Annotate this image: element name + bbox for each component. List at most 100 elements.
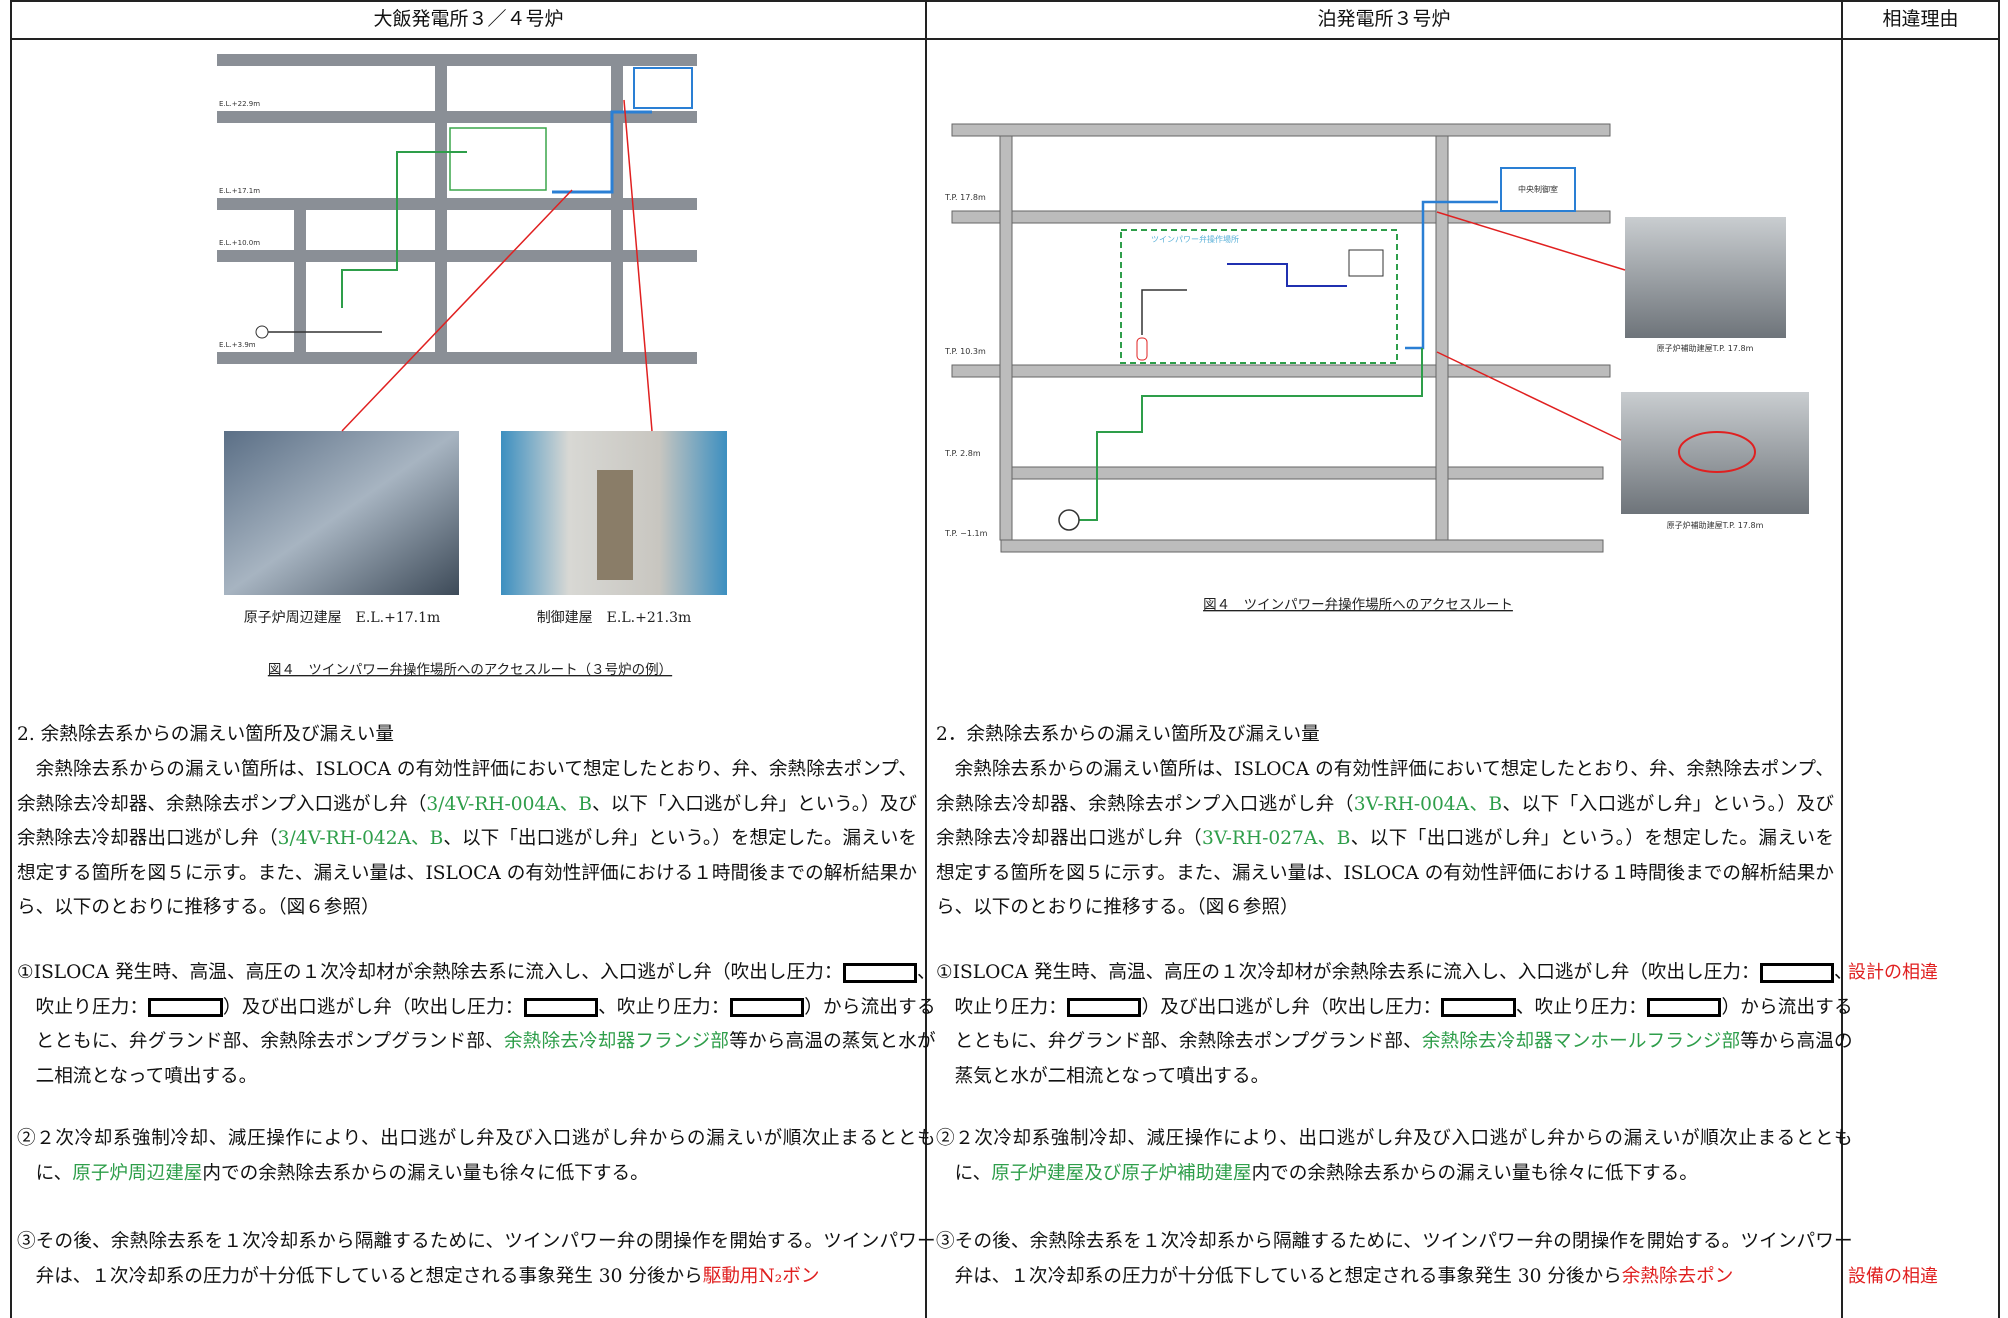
text-run: 、以下「出口逃がし弁」という。）を想定した。漏えいを想定する箇所を図５に示す。ま…	[17, 828, 917, 919]
elevation-label: E.L.+22.9m	[219, 100, 260, 108]
table-border	[10, 0, 2000, 2]
figure: T.P. 17.8m T.P. 10.3m T.P. 2.8m T.P. −1.…	[944, 123, 1809, 613]
text-run: 、吹止り圧力：	[597, 996, 730, 1018]
column-header: 相違理由	[1882, 8, 1959, 30]
pipe	[1141, 289, 1187, 335]
cylinder	[1136, 337, 1148, 361]
operation-area	[449, 127, 547, 191]
text-run: 、吹止り圧力：	[954, 962, 1853, 1018]
paragraph: ③その後、余熱除去系を１次冷却系から隔離するために、ツインパワー弁の閉操作を開始…	[936, 1225, 1853, 1294]
difference-reason: 設備の相違	[1848, 1266, 1938, 1287]
text-run: 余熱除去ポン	[1621, 1265, 1734, 1287]
redaction	[842, 963, 917, 983]
text-run: 余熱除去冷却器フランジ部	[503, 1031, 730, 1053]
control-room	[633, 67, 693, 109]
redaction	[1647, 997, 1722, 1018]
text-run: ①ISLOCA 発生時、高温、高圧の１次冷却材が余熱除去系に流入し、入口逃がし弁…	[17, 962, 843, 983]
text-run: ）及び出口逃がし弁（吹出し圧力：	[1141, 996, 1442, 1018]
table-border	[10, 0, 12, 1318]
elevation-label: T.P. 10.3m	[944, 347, 986, 356]
redaction	[1067, 997, 1142, 1018]
arrow	[1436, 351, 1622, 441]
area-label: ツインパワー弁操作場所	[1151, 234, 1239, 244]
paragraph: ②２次冷却系強制冷却、減圧操作により、出口逃がし弁及び入口逃がし弁からの漏えいが…	[936, 1122, 1853, 1191]
text-run: ）から流出するとともに、弁グランド部、余熱除去ポンプグランド部、	[954, 996, 1853, 1053]
text-run: ）及び出口逃がし弁（吹出し圧力：	[222, 996, 524, 1018]
access-route	[552, 110, 652, 194]
paragraph: 余熱除去系からの漏えい箇所は、ISLOCA の有効性評価において想定したとおり、…	[936, 753, 1834, 926]
figure-caption: 図４ ツインパワー弁操作場所へのアクセスルート（３号炉の例）	[268, 662, 672, 678]
paragraph: ③その後、余熱除去系を１次冷却系から隔離するために、ツインパワー弁の閉操作を開始…	[17, 1225, 936, 1294]
photo	[1621, 392, 1809, 514]
text-run: 、以下「入口逃がし弁」という。）及び余熱除去冷却器出口逃がし弁（	[17, 793, 917, 850]
pipe	[341, 151, 467, 308]
photo-caption: 制御建屋 E.L.+21.3m	[537, 610, 692, 626]
elevation-label: T.P. −1.1m	[944, 529, 988, 538]
highlight	[1678, 431, 1756, 473]
section-heading: 2. 余熱除去系からの漏えい箇所及び漏えい量	[17, 724, 394, 745]
redaction	[1441, 997, 1516, 1018]
photo-caption: 原子炉補助建屋T.P. 17.8m	[1657, 343, 1754, 353]
text-run: 内での余熱除去系からの漏えい量も徐々に低下する。	[202, 1162, 649, 1184]
redaction	[729, 997, 805, 1018]
text-run: 、以下「出口逃がし弁」という。）を想定した。漏えいを想定する箇所を図５に示す。ま…	[936, 828, 1834, 919]
operation-area	[1120, 229, 1398, 364]
text-run: 、吹止り圧力：	[35, 962, 936, 1018]
pump	[1058, 509, 1080, 531]
figure: E.L.+22.9m E.L.+17.1m E.L.+10.0m E.L.+3.…	[217, 54, 727, 678]
text-run: 等から高温の蒸気と水が二相流となって噴出する。	[35, 1031, 936, 1087]
table-border	[1841, 0, 1843, 1318]
control-room	[1500, 167, 1576, 212]
text-run: ③その後、余熱除去系を１次冷却系から隔離するために、ツインパワー弁の閉操作を開始…	[17, 1231, 936, 1287]
redaction	[1759, 963, 1834, 983]
text-run: 3V-RH-027A、B	[1202, 828, 1351, 850]
table-border	[10, 38, 2000, 40]
photo-caption: 原子炉周辺建屋 E.L.+17.1m	[244, 610, 441, 626]
text-run: 原子炉周辺建屋	[72, 1162, 203, 1184]
text-run: 3/4V-RH-042A、B	[277, 828, 444, 850]
text-run: 、以下「入口逃がし弁」という。）及び余熱除去冷却器出口逃がし弁（	[936, 793, 1834, 850]
text-run: ②２次冷却系強制冷却、減圧操作により、出口逃がし弁及び入口逃がし弁からの漏えいが…	[936, 1128, 1853, 1184]
arrow	[1436, 211, 1626, 271]
table-border	[925, 0, 927, 1318]
redaction	[523, 997, 598, 1018]
text-run: ③その後、余熱除去系を１次冷却系から隔離するために、ツインパワー弁の閉操作を開始…	[936, 1231, 1853, 1287]
photo-caption: 原子炉補助建屋T.P. 17.8m	[1667, 520, 1764, 530]
elevation-label: E.L.+3.9m	[219, 341, 256, 349]
text-run: 余熱除去系からの漏えい箇所は、ISLOCA の有効性評価において想定したとおり、…	[936, 759, 1834, 815]
text-run: 3V-RH-004A、B	[1353, 793, 1503, 815]
text-run: 余熱除去冷却器マンホールフランジ部	[1421, 1031, 1741, 1053]
room-label: 中央制御室	[1518, 184, 1558, 194]
text-run: 、吹止り圧力：	[1515, 996, 1648, 1018]
pipe	[1227, 263, 1347, 287]
text-run: ②２次冷却系強制冷却、減圧操作により、出口逃がし弁及び入口逃がし弁からの漏えいが…	[17, 1128, 936, 1184]
text-run: ）から流出するとともに、弁グランド部、余熱除去ポンプグランド部、	[35, 996, 936, 1053]
section-heading: 2．余熱除去系からの漏えい箇所及び漏えい量	[936, 724, 1320, 745]
text-run: 内での余熱除去系からの漏えい量も徐々に低下する。	[1251, 1162, 1698, 1184]
table-border	[1998, 0, 2000, 1318]
pipe	[1077, 348, 1423, 521]
text-run: 等から高温の蒸気と水が二相流となって噴出する。	[954, 1031, 1853, 1087]
paragraph: ①ISLOCA 発生時、高温、高圧の１次冷却材が余熱除去系に流入し、入口逃がし弁…	[936, 956, 1853, 1094]
paragraph: ①ISLOCA 発生時、高温、高圧の１次冷却材が余熱除去系に流入し、入口逃がし弁…	[17, 956, 936, 1094]
difference-reason: 設計の相違	[1848, 962, 1938, 983]
text-run: 余熱除去系からの漏えい箇所は、ISLOCA の有効性評価において想定したとおり、…	[17, 759, 917, 815]
text-run: ①ISLOCA 発生時、高温、高圧の１次冷却材が余熱除去系に流入し、入口逃がし弁…	[936, 962, 1760, 983]
elevation-label: E.L.+10.0m	[219, 239, 260, 247]
arrow	[623, 99, 653, 432]
text-run: 3/4V-RH-004A、B	[426, 793, 593, 815]
text-run: 原子炉建屋及び原子炉補助建屋	[991, 1162, 1252, 1184]
redaction	[148, 997, 223, 1018]
column-header: 大飯発電所３／４号炉	[373, 8, 564, 30]
building-structure	[951, 123, 1611, 553]
paragraph: 余熱除去系からの漏えい箇所は、ISLOCA の有効性評価において想定したとおり、…	[17, 753, 917, 926]
column-header: 泊発電所３号炉	[1317, 8, 1451, 30]
elevation-label: T.P. 17.8m	[944, 193, 986, 202]
pump	[255, 325, 269, 339]
elevation-label: T.P. 2.8m	[944, 449, 981, 458]
access-route	[1405, 200, 1498, 350]
photo-door	[597, 470, 633, 580]
figure-caption: 図４ ツインパワー弁操作場所へのアクセスルート	[1203, 597, 1513, 613]
arrow	[341, 189, 573, 432]
